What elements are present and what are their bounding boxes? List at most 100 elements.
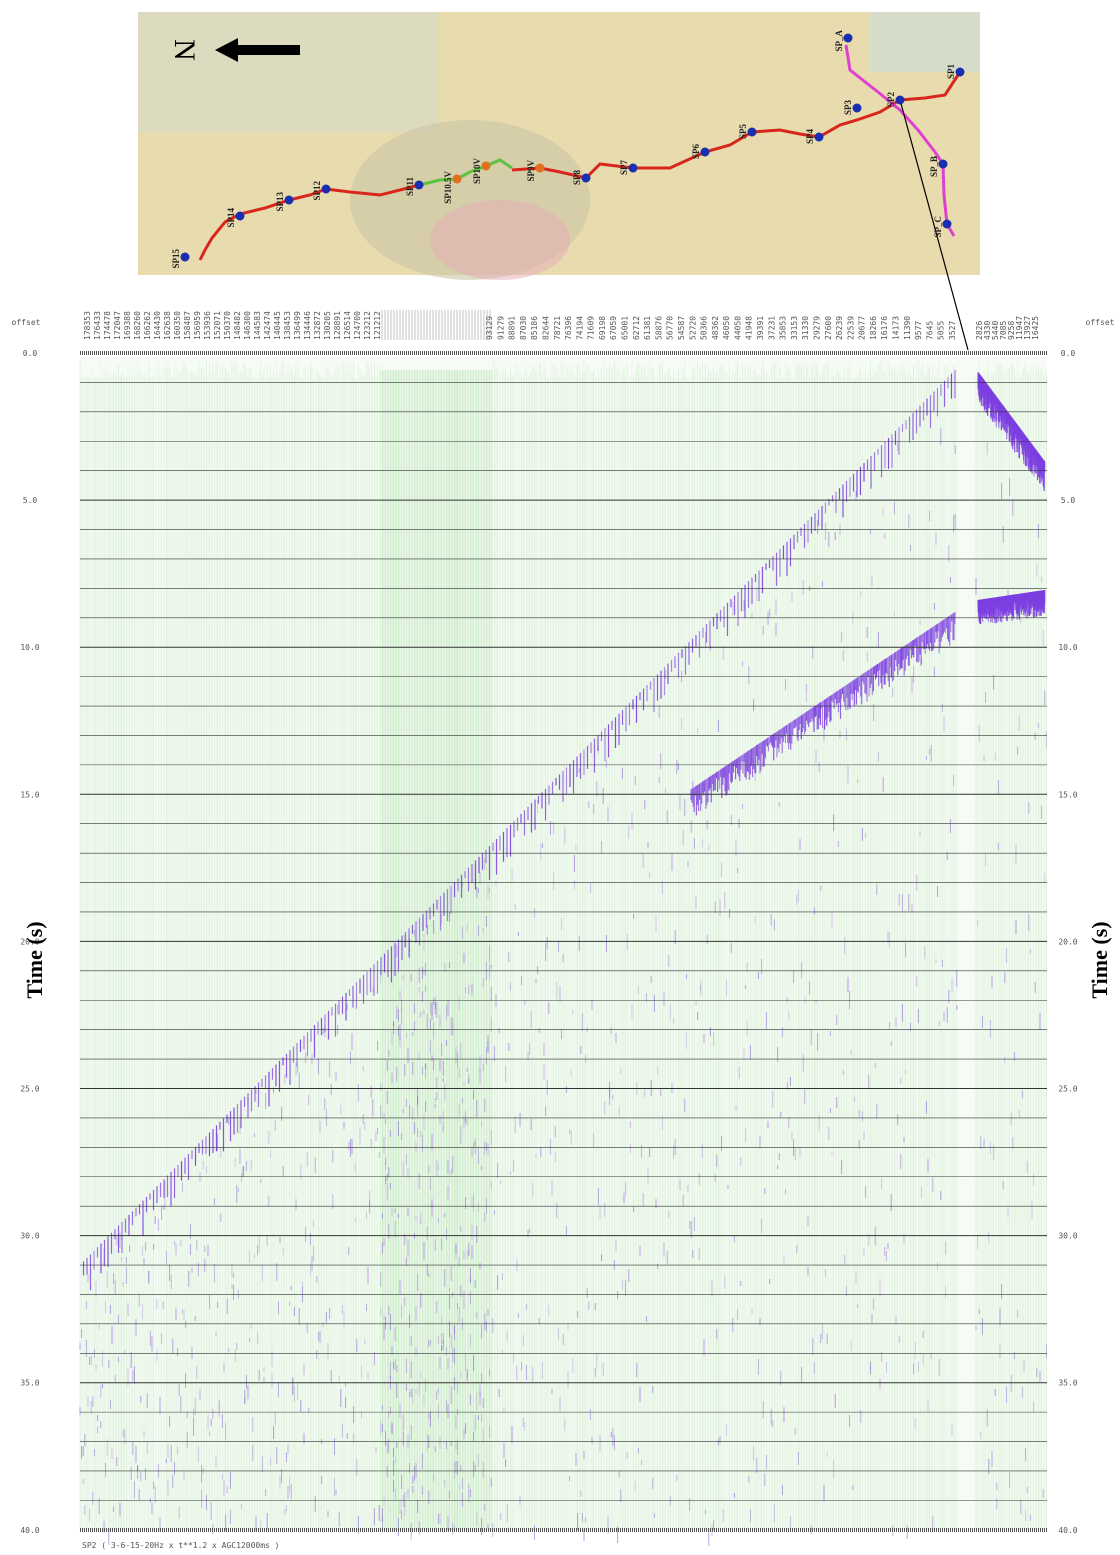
shot-point-label: SP5 (738, 124, 748, 140)
shot-point-label: SP1 (946, 64, 956, 80)
offset-label: 58876 (654, 316, 663, 340)
offset-label: 178353 (83, 311, 92, 340)
section-panel (80, 358, 1047, 1530)
offset-label: 2826 (975, 321, 984, 340)
shot-point-label: SP14 (226, 208, 236, 228)
offset-label: 11390 (903, 316, 912, 340)
time-tick-label: 5.0 (23, 496, 38, 505)
offset-label: 20677 (858, 316, 867, 340)
time-tick-label: 10.0 (1058, 643, 1077, 652)
offset-label: 65001 (621, 316, 630, 340)
offset-label: 3527 (948, 321, 957, 340)
shot-point-label: SP10.5V (443, 171, 453, 204)
time-tick-label: 0.0 (1061, 349, 1076, 358)
shot-point-label: SP_B (929, 156, 939, 177)
time-tick-label: 40.0 (1058, 1526, 1077, 1535)
offset-label: 126514 (343, 311, 352, 340)
offset-label: 16425 (1031, 316, 1040, 340)
time-tick-label: 0.0 (23, 349, 38, 358)
offset-label: 174478 (103, 311, 112, 340)
shot-point (581, 173, 591, 183)
offset-label: 9258 (1007, 321, 1016, 340)
time-tick-label: 30.0 (20, 1232, 39, 1241)
offset-label: 7645 (925, 321, 934, 340)
map-water (138, 12, 438, 132)
offset-label: 61381 (643, 316, 652, 340)
offset-label: 37231 (767, 316, 776, 340)
time-tick-label: 25.0 (20, 1085, 39, 1094)
offset-label: 132872 (313, 311, 322, 340)
offset-label: 158487 (183, 311, 192, 340)
shot-point (481, 161, 491, 171)
offset-label: 82644 (541, 316, 550, 340)
offset-label: 172047 (113, 311, 122, 340)
offset-label: 85186 (530, 316, 539, 340)
shot-point (235, 211, 245, 221)
offset-label: 169388 (123, 311, 132, 340)
time-tick-label: 20.0 (1058, 937, 1077, 946)
shot-point-label: SP4 (805, 129, 815, 145)
time-tick-label: 10.0 (20, 643, 39, 652)
shot-point-label: SP8 (572, 170, 582, 186)
offset-label: 39391 (756, 316, 765, 340)
offset-label: 160350 (173, 311, 182, 340)
offset-label: 162638 (163, 311, 172, 340)
offset-label: 46050 (722, 316, 731, 340)
offset-label: 121212 (373, 311, 382, 340)
pointer-line (899, 99, 969, 351)
time-tick-label: 35.0 (1058, 1379, 1077, 1388)
shot-point (628, 163, 638, 173)
offset-label: 11947 (1015, 316, 1024, 340)
shot-point (942, 219, 952, 229)
offset-label: 152071 (213, 311, 222, 340)
shot-point (321, 184, 331, 194)
offset-label: 26239 (835, 316, 844, 340)
shot-point-label: SP11 (405, 177, 415, 197)
shot-point (700, 147, 710, 157)
offset-label: 130205 (323, 311, 332, 340)
offset-label: 146300 (243, 311, 252, 340)
shot-point (843, 33, 853, 43)
shot-point (452, 174, 462, 184)
shot-point (955, 67, 965, 77)
offset-label: 144583 (253, 311, 262, 340)
shot-point-label: SP3 (843, 100, 853, 116)
offset-label: 156959 (193, 311, 202, 340)
offset-label: 176433 (93, 311, 102, 340)
offset-label: 16176 (880, 316, 889, 340)
north-arrow (215, 38, 300, 62)
offset-label: 128891 (333, 311, 342, 340)
offset-label: 168260 (133, 311, 142, 340)
map-water (870, 12, 980, 72)
offset-label: 164430 (153, 311, 162, 340)
offset-label: 148482 (233, 311, 242, 340)
time-tick-label: 15.0 (1058, 790, 1077, 799)
offset-label: 62712 (632, 316, 641, 340)
north-label: N (168, 39, 201, 61)
map-urban (430, 200, 570, 280)
offset-label: 78721 (553, 316, 562, 340)
offset-label: 91279 (496, 316, 505, 340)
shot-point-label: SP_C (933, 216, 943, 238)
offset-label: 134446 (303, 311, 312, 340)
route (418, 158, 513, 187)
shot-point (535, 163, 545, 173)
offset-label: 87030 (519, 316, 528, 340)
offset-label: 123212 (363, 311, 372, 340)
shot-point-label: SP10V (472, 158, 482, 185)
offset-label: 54587 (677, 316, 686, 340)
offset-label: 140445 (273, 311, 282, 340)
time-tick-label: 5.0 (1061, 496, 1076, 505)
offset-label: 166262 (143, 311, 152, 340)
shot-point (938, 159, 948, 169)
shot-point (814, 132, 824, 142)
caption: SP2 ( 3-6-15-20Hz x t**1.2 x AGC12000ms … (82, 1541, 279, 1550)
offset-label: 93129 (485, 316, 494, 340)
shot-point-label: SP13 (275, 192, 285, 212)
shot-point-label: SP15 (171, 249, 181, 269)
offset-label: 50366 (700, 316, 709, 340)
time-tick-label: 15.0 (20, 790, 39, 799)
seismic-traces (79, 360, 1047, 1546)
time-tick-label: 40.0 (20, 1526, 39, 1535)
